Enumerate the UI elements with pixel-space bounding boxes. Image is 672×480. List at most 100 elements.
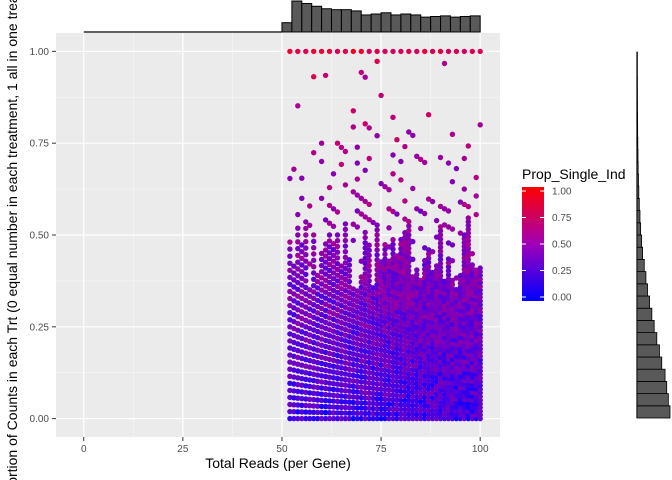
data-point (287, 295, 293, 302)
data-point (386, 368, 392, 374)
data-point (342, 232, 349, 238)
data-point (441, 371, 448, 377)
data-point (322, 217, 329, 223)
data-point (287, 175, 293, 182)
data-point (449, 380, 456, 386)
data-point (287, 310, 293, 316)
data-point (358, 400, 364, 406)
data-point (477, 298, 483, 304)
data-point (437, 232, 444, 238)
data-point (295, 313, 301, 320)
right-hist-bar (636, 344, 660, 358)
right-hist-bar (636, 197, 640, 211)
top-hist-bar (449, 16, 461, 33)
data-point (350, 399, 356, 406)
data-point (346, 415, 353, 422)
data-point (469, 415, 475, 422)
data-point (473, 364, 479, 370)
data-point (461, 186, 467, 192)
data-point (398, 250, 404, 257)
data-point (334, 209, 341, 215)
data-point (358, 389, 364, 396)
data-point (465, 381, 471, 388)
data-point (307, 203, 313, 209)
data-point (410, 354, 416, 360)
data-point (334, 266, 341, 273)
data-point (350, 372, 356, 379)
x-tick-label: 50 (276, 444, 288, 455)
data-point (390, 397, 396, 403)
data-point (422, 381, 428, 388)
data-point (477, 379, 483, 385)
data-point (295, 232, 301, 238)
data-point (406, 348, 412, 355)
data-point (350, 410, 356, 416)
data-point (362, 405, 368, 411)
data-point (445, 411, 452, 418)
data-point (295, 266, 301, 272)
data-point (354, 400, 360, 406)
data-point (398, 383, 404, 390)
data-point (414, 48, 420, 55)
data-point (433, 387, 440, 393)
data-point (295, 381, 301, 388)
data-point (390, 392, 396, 398)
data-point (410, 376, 416, 382)
data-point (398, 370, 404, 376)
data-point (469, 389, 475, 396)
data-point (354, 389, 360, 395)
data-point (342, 237, 349, 244)
data-point (441, 367, 448, 373)
data-point (303, 258, 309, 264)
data-point (461, 400, 467, 406)
top-hist-bar (410, 14, 422, 33)
data-point (330, 241, 337, 247)
data-point (291, 270, 297, 276)
legend-tick-label: 0.75 (552, 213, 572, 224)
data-point (437, 399, 444, 405)
data-point (318, 293, 325, 299)
data-point (457, 388, 464, 395)
data-point (386, 206, 392, 212)
data-point (473, 334, 479, 340)
data-point (322, 247, 329, 253)
data-point (307, 370, 313, 377)
data-point (457, 408, 464, 414)
data-point (477, 283, 483, 290)
data-point (406, 411, 412, 417)
data-point (449, 408, 456, 414)
data-point (334, 232, 341, 238)
data-point (350, 189, 356, 195)
data-point (295, 286, 301, 293)
data-point (318, 367, 325, 373)
data-point (374, 58, 380, 64)
right-hist-bar (636, 332, 658, 346)
data-point (445, 208, 452, 214)
data-point (307, 222, 313, 228)
data-point (382, 411, 388, 417)
data-point (342, 271, 349, 277)
data-point (386, 263, 392, 269)
data-point (406, 384, 412, 390)
data-point (465, 412, 471, 418)
data-point (362, 260, 368, 267)
data-point (295, 415, 301, 422)
data-point (441, 395, 448, 402)
data-point (338, 387, 345, 394)
data-point (394, 411, 400, 417)
data-point (453, 341, 460, 348)
data-point (378, 381, 384, 388)
data-point (461, 343, 467, 349)
data-point (433, 217, 440, 224)
data-point (386, 392, 392, 398)
data-point (303, 252, 309, 258)
data-point (461, 335, 467, 341)
data-point (469, 48, 475, 55)
data-point (425, 382, 432, 388)
data-point (342, 388, 349, 394)
data-point (366, 247, 372, 253)
data-point (461, 350, 467, 357)
data-point (287, 274, 293, 281)
data-point (461, 358, 467, 364)
data-point (398, 356, 404, 362)
